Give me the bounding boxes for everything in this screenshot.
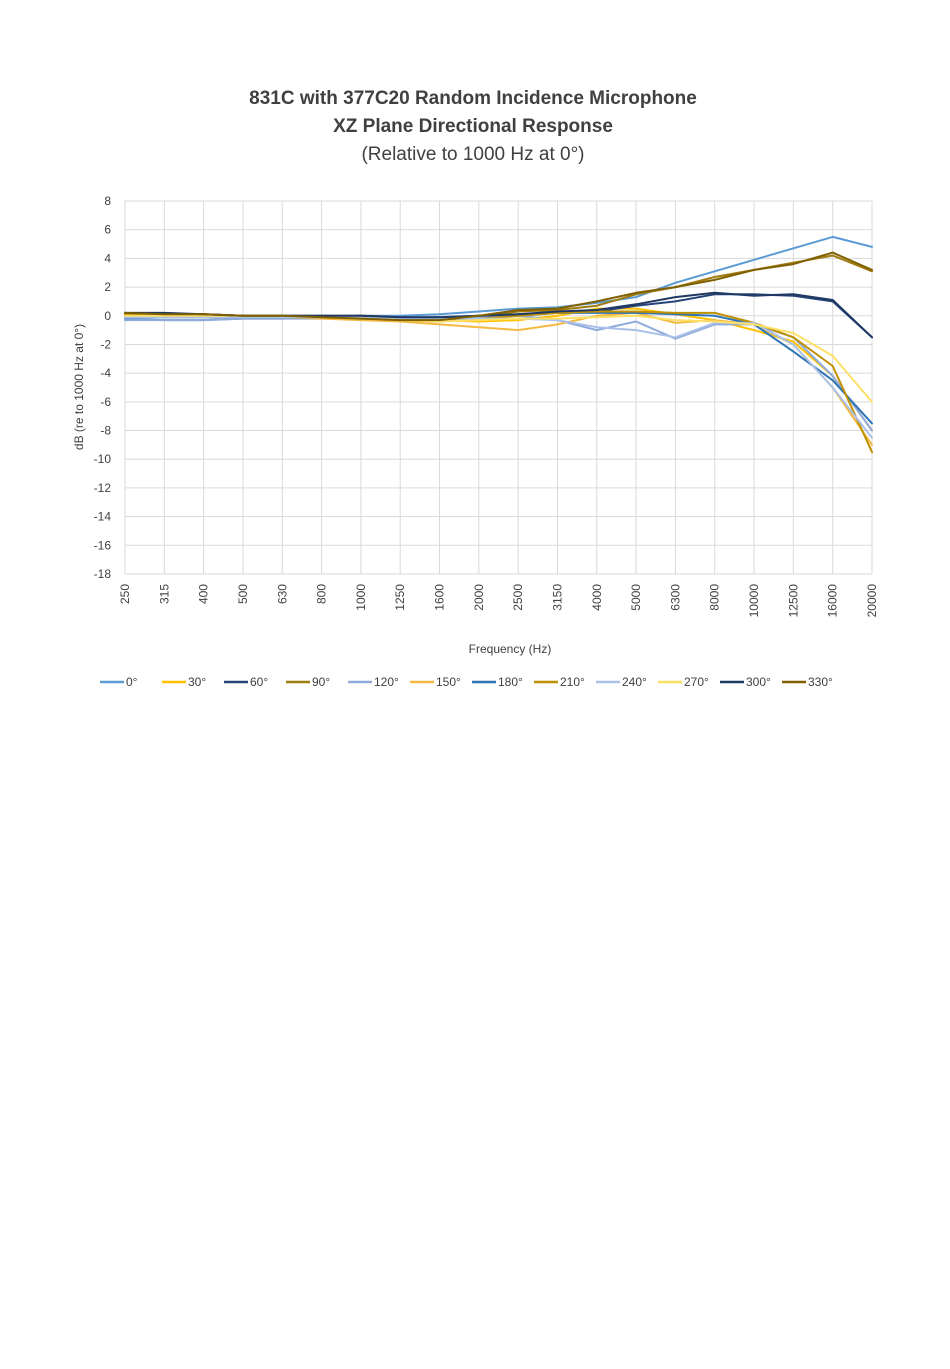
x-tick-label: 20000 bbox=[865, 584, 879, 618]
series-line-8 bbox=[124, 316, 873, 439]
legend: 0° 30° 60° 90° 120° 150° 180° 210° 240° 270° 300° 3… bbox=[100, 675, 833, 689]
x-tick-label: 4000 bbox=[590, 584, 604, 611]
x-tick-label: 10000 bbox=[747, 584, 761, 618]
series-line-11 bbox=[124, 251, 873, 322]
x-tick-label: 630 bbox=[275, 584, 289, 604]
legend-label: 150° bbox=[436, 675, 461, 689]
legend-label: 270° bbox=[684, 675, 709, 689]
y-tick-label: -12 bbox=[94, 481, 112, 495]
x-tick-label: 400 bbox=[197, 584, 211, 604]
x-tick-label: 315 bbox=[157, 584, 171, 604]
legend-label: 90° bbox=[312, 675, 330, 689]
x-tick-label: 1000 bbox=[354, 584, 368, 611]
y-tick-label: 6 bbox=[104, 223, 111, 237]
grid bbox=[124, 200, 873, 575]
x-tick-label: 8000 bbox=[708, 584, 722, 611]
legend-label: 180° bbox=[498, 675, 523, 689]
legend-label: 60° bbox=[250, 675, 268, 689]
x-axis-tick-labels: 250 315 400 500 630 800 1000 1250 1600 2000 2500 31… bbox=[118, 584, 879, 618]
y-axis-tick-labels: 8 6 4 2 0 -2 -4 -6 -8 -10 -12 -14 -16 -18 bbox=[94, 194, 112, 581]
legend-label: 30° bbox=[188, 675, 206, 689]
series-line-3 bbox=[124, 254, 873, 323]
series-lines bbox=[124, 235, 873, 454]
y-tick-label: -8 bbox=[100, 424, 111, 438]
y-axis-title: dB (re to 1000 Hz at 0°) bbox=[72, 324, 86, 450]
chart-subtitle: XZ Plane Directional Response bbox=[333, 116, 613, 137]
legend-label: 0° bbox=[126, 675, 138, 689]
y-tick-label: 4 bbox=[104, 251, 111, 265]
x-tick-label: 5000 bbox=[629, 584, 643, 611]
x-tick-label: 800 bbox=[315, 584, 329, 604]
y-tick-label: -14 bbox=[94, 510, 112, 524]
x-tick-label: 2000 bbox=[472, 584, 486, 611]
legend-label: 120° bbox=[374, 675, 399, 689]
y-tick-label: -18 bbox=[94, 567, 112, 581]
y-tick-label: -4 bbox=[100, 366, 111, 380]
legend-label: 330° bbox=[808, 675, 833, 689]
x-tick-label: 250 bbox=[118, 584, 132, 604]
x-tick-label: 16000 bbox=[826, 584, 840, 618]
chart-title: 831C with 377C20 Random Incidence Microp… bbox=[249, 88, 697, 109]
y-tick-label: -16 bbox=[94, 538, 112, 552]
legend-label: 300° bbox=[746, 675, 771, 689]
x-tick-label: 12500 bbox=[786, 584, 800, 618]
x-axis-title: Frequency (Hz) bbox=[469, 642, 552, 656]
y-tick-label: 2 bbox=[104, 280, 111, 294]
series-line-0 bbox=[124, 235, 873, 322]
x-tick-label: 1250 bbox=[393, 584, 407, 611]
x-tick-label: 2500 bbox=[511, 584, 525, 611]
y-tick-label: 0 bbox=[104, 309, 111, 323]
x-tick-label: 1600 bbox=[433, 584, 447, 611]
x-tick-label: 3150 bbox=[550, 584, 564, 611]
y-tick-label: -2 bbox=[100, 337, 111, 351]
y-tick-label: -6 bbox=[100, 395, 111, 409]
x-tick-label: 500 bbox=[236, 584, 250, 604]
chart-subtitle-note: (Relative to 1000 Hz at 0°) bbox=[361, 144, 584, 165]
legend-label: 240° bbox=[622, 675, 647, 689]
y-tick-label: 8 bbox=[104, 194, 111, 208]
x-tick-label: 6300 bbox=[668, 584, 682, 611]
legend-label: 210° bbox=[560, 675, 585, 689]
y-tick-label: -10 bbox=[94, 452, 112, 466]
